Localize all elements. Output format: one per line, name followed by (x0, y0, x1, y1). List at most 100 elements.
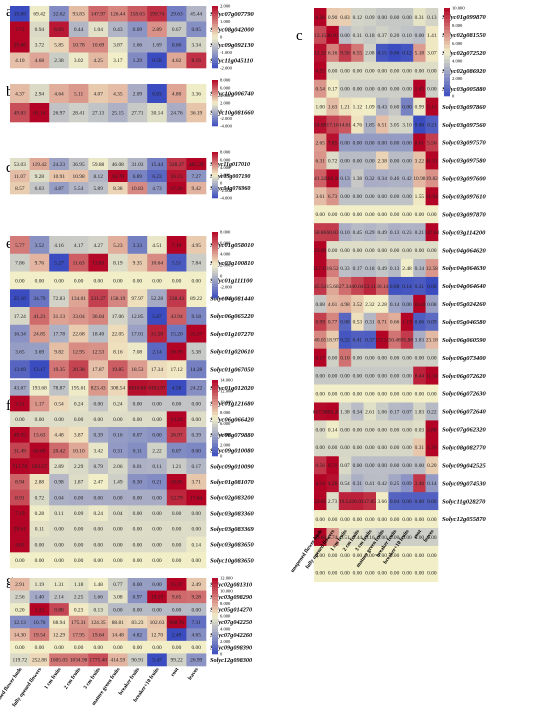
heatmap-cell (326, 438, 340, 457)
heatmap-cell (351, 169, 364, 188)
cell-value-label: 0.00 (93, 542, 103, 548)
heatmap-cell (49, 653, 70, 667)
cell-value-label: 0.00 (415, 571, 425, 577)
heatmap-cell (108, 6, 128, 22)
heatmap-cell (10, 505, 30, 522)
color-scale-segment (212, 641, 218, 645)
cell-value-label: 52.28 (151, 296, 163, 302)
heatmap-cell (108, 253, 128, 272)
row-label: Solyc03g083650 (210, 542, 254, 549)
cell-value-label: 1.66 (133, 43, 143, 49)
heatmap-cell (127, 395, 148, 412)
heatmap-cell (186, 37, 207, 53)
color-scale-segment (212, 603, 218, 607)
row-label: Solyc07g062320 (442, 427, 486, 434)
heatmap-cell (425, 97, 439, 116)
cell-value-label: 0.29 (365, 230, 375, 236)
heatmap-cell (400, 402, 414, 421)
cell-value-label: 4.64 (54, 91, 64, 97)
color-scale-tick: 0 (220, 108, 223, 113)
cell-value-label: 27.13 (92, 110, 104, 116)
cell-value-label: 0.00 (340, 427, 350, 433)
heatmap-cell (147, 52, 168, 69)
heatmap-cell (425, 456, 439, 475)
cell-value-label: 485.28 (189, 162, 204, 168)
cell-value-label: 1.29 (133, 58, 143, 64)
cell-value-label: 5.77 (15, 243, 25, 249)
color-scale-segment (212, 186, 218, 189)
cell-value-label: 18.52 (327, 266, 339, 272)
heatmap-cell (314, 97, 327, 116)
heatmap-cell (363, 545, 377, 565)
cell-value-label: 0.00 (377, 535, 387, 541)
heatmap-cell (10, 427, 30, 443)
cell-value-label: 0.00 (353, 517, 363, 523)
heatmap-cell (68, 521, 89, 537)
cell-value-label: 0.00 (365, 69, 375, 75)
heatmap-cell (147, 395, 168, 412)
cell-value-label: 0.00 (340, 517, 350, 523)
cell-value-label: 0.09 (402, 481, 412, 487)
cell-value-label: 0.00 (152, 558, 162, 564)
heatmap-cell (127, 182, 148, 195)
cell-value-label: 0.14 (390, 302, 400, 308)
cell-value-label: 0.14 (427, 481, 437, 487)
cell-value-label: 7.31 (191, 620, 201, 626)
cell-value-label: 0.00 (353, 248, 363, 254)
cell-value-label: 2.14 (152, 349, 162, 355)
cell-value-label: 0.23 (402, 230, 412, 236)
cell-value-label: 0.00 (15, 417, 25, 423)
cell-value-label: 0.00 (315, 212, 325, 218)
cell-value-label: 18.85 (171, 480, 183, 486)
heatmap-cell (49, 458, 70, 475)
cell-value-label: 0.00 (390, 427, 400, 433)
row-label: Solyc01g067050 (210, 366, 254, 373)
heatmap-cell (338, 151, 352, 170)
cell-value-label: 0.00 (133, 645, 143, 651)
cell-value-label: 6.73 (328, 194, 338, 200)
heatmap-cell (10, 271, 30, 290)
cell-value-label: 1.48 (93, 582, 103, 588)
heatmap-cell (413, 187, 426, 206)
cell-value-label: 61.14 (33, 110, 45, 116)
color-scale-segment (444, 85, 450, 89)
heatmap-cell (68, 603, 89, 617)
cell-value-label: 0.79 (93, 464, 103, 470)
heatmap-cell (186, 342, 207, 361)
cell-value-label: 12.70 (151, 632, 163, 638)
heatmap-cell (49, 474, 70, 490)
cell-value-label: 0.00 (365, 373, 375, 379)
cell-value-label: 0.24 (74, 401, 84, 407)
heatmap-cell (127, 521, 148, 537)
heatmap-cell (68, 289, 89, 308)
heatmap-cell (376, 79, 389, 98)
heatmap-cell (127, 458, 148, 475)
heatmap-cell (376, 61, 389, 81)
cell-value-label: 0.00 (340, 69, 350, 75)
heatmap-cell (166, 6, 187, 22)
heatmap-cell (376, 205, 389, 224)
cell-value-label: 0.00 (172, 607, 182, 613)
heatmap-cell (425, 241, 439, 260)
cell-value-label: 0.25 (390, 481, 400, 487)
row-label: Solyc09g010080 (210, 448, 254, 455)
heatmap-cell (351, 545, 364, 565)
cell-value-label: 93.83 (73, 12, 85, 18)
heatmap-cell (127, 289, 148, 308)
cell-value-label: 0.00 (152, 278, 162, 284)
cell-value-label: 3.34 (191, 43, 201, 49)
color-scale-segment (212, 152, 218, 155)
cell-value-label: 0.00 (390, 553, 400, 559)
cell-value-label: 7.19 (172, 243, 182, 249)
heatmap-cell (127, 615, 148, 629)
heatmap-cell (388, 563, 402, 583)
heatmap-cell (88, 52, 109, 69)
cell-value-label: 175.31 (71, 620, 86, 626)
cell-value-label: 0.00 (93, 278, 103, 284)
row-label: Solyc09g092130 (210, 42, 254, 49)
heatmap-cell (166, 52, 187, 69)
cell-value-label: 30.14 (376, 284, 388, 290)
heatmap-cell (49, 427, 70, 443)
heatmap-cell (363, 259, 377, 278)
